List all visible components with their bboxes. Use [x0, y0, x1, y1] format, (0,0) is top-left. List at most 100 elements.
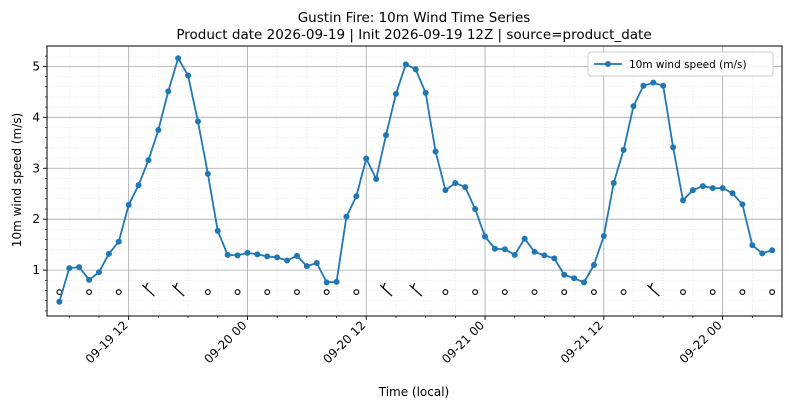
legend-marker-swatch [605, 61, 611, 67]
x-tick-label: 09-22 00 [677, 318, 725, 366]
data-point [640, 82, 647, 89]
data-point [373, 175, 380, 182]
data-point [234, 252, 241, 259]
wind-barb-calm [501, 289, 508, 296]
data-point [442, 187, 449, 194]
data-point [343, 213, 350, 220]
x-tick-label: 09-20 12 [320, 318, 368, 366]
wind-barb-calm [590, 289, 597, 296]
y-axis-label: 10m wind speed (m/s) [10, 113, 24, 247]
data-point [224, 251, 231, 258]
legend: 10m wind speed (m/s) [587, 51, 774, 77]
data-point [105, 250, 112, 257]
data-point [600, 233, 607, 240]
data-point [610, 180, 617, 187]
wind-barb-flag [174, 282, 178, 289]
data-point [452, 180, 459, 187]
x-axis-label: Time (local) [378, 385, 450, 399]
data-point [462, 184, 469, 191]
wind-barb [646, 282, 660, 297]
x-tick-label: 09-20 00 [202, 318, 250, 366]
data-point [511, 251, 518, 258]
data-point [739, 201, 746, 208]
data-point [135, 182, 142, 189]
data-point [680, 197, 687, 204]
data-point [175, 55, 182, 62]
wind-barb-staff [171, 284, 185, 297]
minor-gridlines [47, 46, 783, 316]
data-point [571, 275, 578, 282]
data-point [284, 257, 291, 264]
wind-barb-calm [561, 289, 568, 296]
data-point [76, 264, 83, 271]
data-point [689, 187, 696, 194]
data-point [115, 238, 122, 245]
data-point [412, 66, 419, 73]
data-point [402, 61, 409, 68]
legend-box [587, 51, 774, 77]
data-point [293, 252, 300, 259]
data-point [709, 185, 716, 192]
data-point [185, 72, 192, 79]
data-point [165, 88, 172, 95]
wind-barb-flag [382, 282, 386, 289]
data-point [630, 103, 637, 110]
data-point [620, 146, 627, 153]
data-point [670, 144, 677, 151]
wind-barb-calm [709, 289, 716, 296]
wind-barb-staff [646, 284, 660, 297]
wind-barb-calm [293, 289, 300, 296]
wind-barb-flag [649, 282, 653, 289]
data-point [204, 170, 211, 177]
data-point [274, 254, 281, 261]
data-point [719, 185, 726, 192]
y-axis-ticks: 1 2 3 4 5 [32, 55, 47, 312]
data-point [155, 127, 162, 134]
wind-barb-calm [204, 289, 211, 296]
wind-barb-calm [442, 289, 449, 296]
data-point [194, 118, 201, 125]
data-point [383, 132, 390, 139]
data-point [303, 263, 310, 270]
data-point [56, 298, 63, 305]
y-tick-label: 3 [32, 161, 40, 175]
x-tick-label: 09-19 12 [83, 318, 131, 366]
wind-barb-flag [144, 282, 149, 289]
wind-barb-calm [620, 289, 627, 296]
data-point [422, 89, 429, 96]
wind-barb-staff [142, 284, 155, 297]
y-tick-label: 2 [32, 212, 40, 226]
wind-barb-staff [409, 284, 423, 297]
wind-barb [409, 282, 423, 297]
data-point [353, 193, 360, 200]
data-point [392, 90, 399, 97]
data-point [541, 252, 548, 259]
data-point [125, 201, 132, 208]
data-point [432, 148, 439, 155]
data-point [86, 276, 93, 283]
data-point [521, 235, 528, 242]
data-point [581, 279, 588, 286]
major-gridlines [47, 46, 782, 316]
wind-barbs [56, 282, 776, 297]
wind-barb-calm [323, 289, 330, 296]
wind-barb-calm [115, 289, 122, 296]
wind-barb-flag [412, 282, 416, 289]
data-point [333, 278, 340, 285]
wind-barb-calm [472, 289, 479, 296]
data-point [729, 190, 736, 197]
data-point [590, 262, 597, 269]
data-point [561, 271, 568, 278]
data-point [214, 227, 221, 234]
data-point [145, 157, 152, 164]
data-point [769, 247, 776, 254]
data-point [264, 253, 271, 260]
data-point [650, 79, 657, 86]
data-point [551, 255, 558, 262]
wind-barb-calm [353, 289, 360, 296]
chart-title: Gustin Fire: 10m Wind Time Series [298, 10, 531, 26]
wind-barb-calm [680, 289, 686, 296]
wind-barb-calm [234, 289, 241, 296]
data-point [363, 155, 370, 162]
